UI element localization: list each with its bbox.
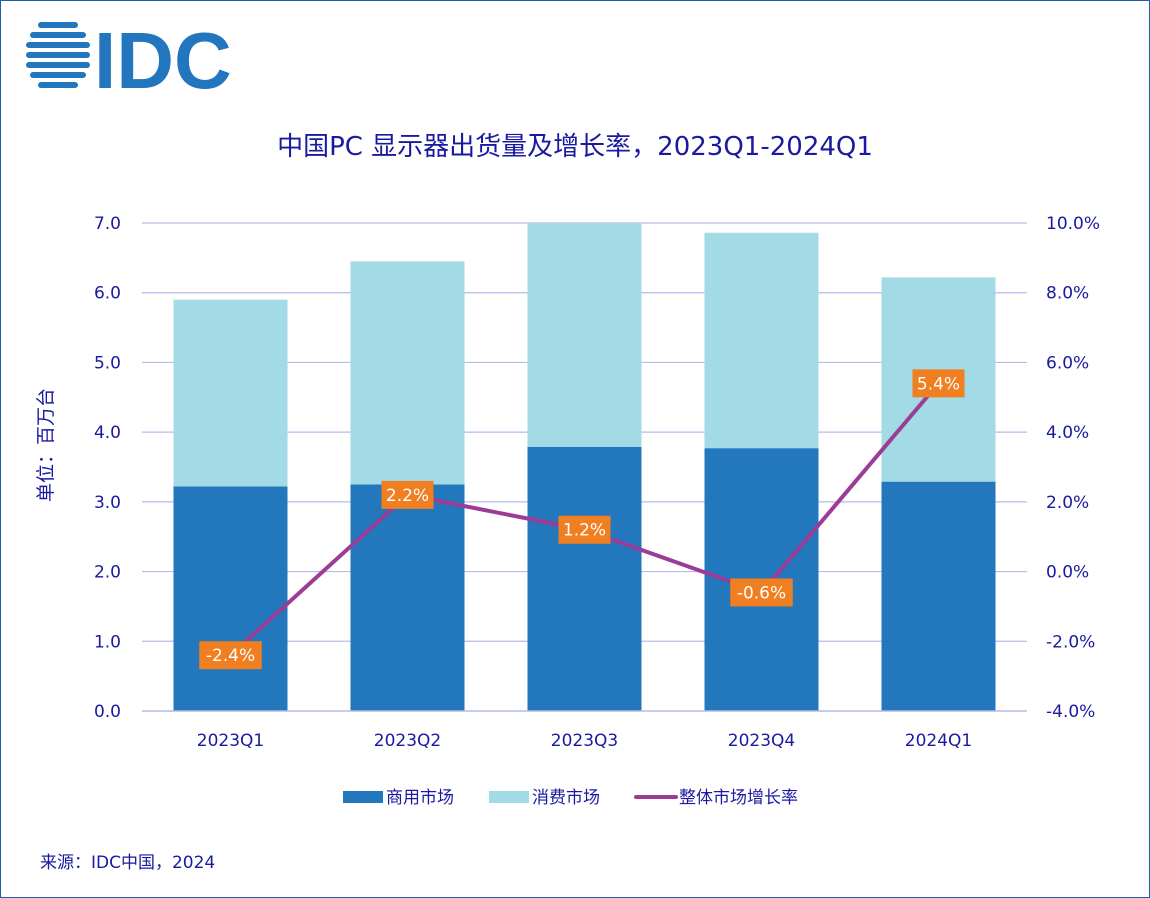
bar-commercial xyxy=(527,446,642,711)
logo-wordmark: IDC xyxy=(94,20,232,92)
x-tick-label: 2023Q1 xyxy=(197,731,264,751)
data-label-box xyxy=(381,480,434,509)
bar-commercial xyxy=(881,481,996,711)
y2-tick-label: 0.0% xyxy=(1046,563,1089,583)
data-label: -0.6% xyxy=(737,583,786,603)
y2-tick-label: 2.0% xyxy=(1046,493,1089,513)
bar-consumer xyxy=(704,232,819,449)
y-tick-label: 0.0 xyxy=(94,702,121,722)
data-label: 5.4% xyxy=(917,374,960,394)
legend-label: 消费市场 xyxy=(532,788,600,808)
logo-globe-icon xyxy=(26,22,90,88)
y-axis-title: 单位：百万台 xyxy=(35,388,57,502)
y-tick-label: 1.0 xyxy=(94,632,121,652)
data-label-box xyxy=(558,515,611,544)
y-tick-label: 7.0 xyxy=(94,214,121,234)
x-tick-label: 2023Q2 xyxy=(374,731,441,751)
data-label: -2.4% xyxy=(206,646,255,666)
data-label: 1.2% xyxy=(563,521,606,541)
y2-tick-label: 6.0% xyxy=(1046,353,1089,373)
bar-commercial xyxy=(173,486,288,711)
legend-swatch xyxy=(489,791,529,803)
idc-logo: IDC xyxy=(26,20,232,92)
y-tick-label: 5.0 xyxy=(94,353,121,373)
bar-consumer xyxy=(173,299,288,487)
legend-label: 商用市场 xyxy=(386,788,454,808)
chart-title: 中国PC 显示器出货量及增长率，2023Q1-2024Q1 xyxy=(277,132,873,162)
y2-tick-label: 8.0% xyxy=(1046,284,1089,304)
y-tick-label: 2.0 xyxy=(94,563,121,583)
data-label-box xyxy=(199,641,262,670)
axes: 0.0 1.0 2.0 3.0 4.0 5.0 6.0 7.0 -4.0% -2.0% 0.0% 2.… xyxy=(94,214,1100,751)
bar-consumer xyxy=(527,223,642,447)
data-label: 2.2% xyxy=(386,486,429,506)
bars xyxy=(173,223,996,711)
source-note: 来源：IDC中国，2024 xyxy=(40,853,216,873)
data-labels: -2.4% 2.2% 1.2% -0.6% 5.4% xyxy=(199,369,965,670)
x-tick-label: 2024Q1 xyxy=(905,731,972,751)
y2-tick-label: -2.0% xyxy=(1046,632,1095,652)
y-tick-label: 3.0 xyxy=(94,493,121,513)
y-tick-label: 4.0 xyxy=(94,423,121,443)
x-tick-label: 2023Q4 xyxy=(728,731,795,751)
bar-commercial xyxy=(350,484,465,711)
legend-swatch xyxy=(343,791,383,803)
y2-tick-label: 4.0% xyxy=(1046,423,1089,443)
bar-consumer xyxy=(350,261,465,485)
data-label-box xyxy=(912,369,965,398)
data-label-box xyxy=(730,578,793,607)
y2-tick-label: 10.0% xyxy=(1046,214,1100,234)
legend: 商用市场 消费市场 整体市场增长率 xyxy=(343,788,798,808)
y2-tick-label: -4.0% xyxy=(1046,702,1095,722)
legend-label: 整体市场增长率 xyxy=(679,788,798,808)
x-tick-label: 2023Q3 xyxy=(551,731,618,751)
y-tick-label: 6.0 xyxy=(94,284,121,304)
